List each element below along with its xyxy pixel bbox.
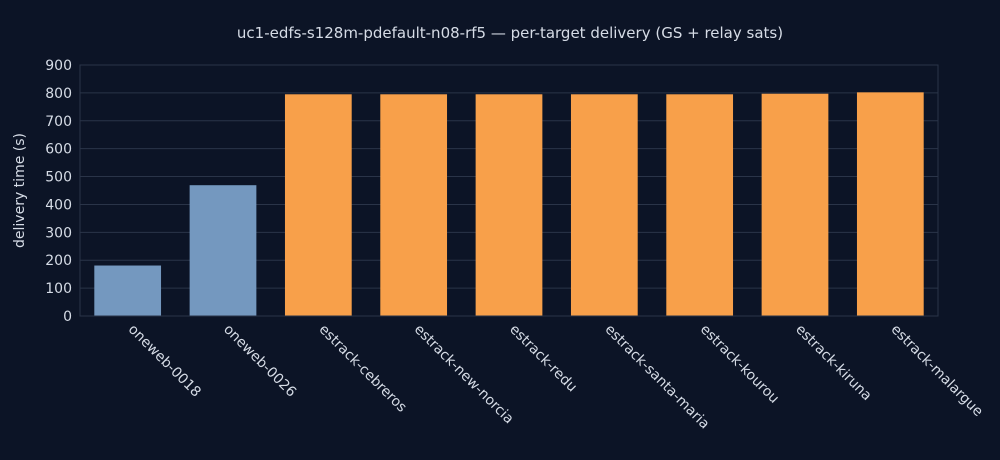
bar-estrack-cebreros xyxy=(284,94,352,317)
x-tick-label: estrack-santa-maria xyxy=(602,322,713,433)
x-tick-label: estrack-malargue xyxy=(888,322,986,420)
y-tick-labels: 0 100 200 300 400 500 600 700 800 900 xyxy=(45,58,72,325)
y-tick-label: 0 xyxy=(63,309,72,325)
x-tick-label: estrack-kiruna xyxy=(792,322,874,404)
x-tick-label: estrack-new-norcia xyxy=(411,322,517,428)
y-tick-label: 100 xyxy=(45,281,72,297)
bars xyxy=(94,92,924,317)
bar-estrack-redu xyxy=(475,94,543,317)
y-tick-label: 200 xyxy=(45,253,72,269)
x-tick-label: oneweb-0026 xyxy=(220,322,299,401)
x-tick-labels: oneweb-0018 oneweb-0026 estrack-cebreros es… xyxy=(125,322,986,433)
y-tick-label: 400 xyxy=(45,197,72,213)
bar-estrack-malargue xyxy=(856,92,924,316)
y-tick-label: 800 xyxy=(45,86,72,102)
chart-title: uc1-edfs-s128m-pdefault-n08-rf5 — per-ta… xyxy=(237,24,783,42)
plot-frame xyxy=(79,64,939,317)
bar-estrack-kourou xyxy=(666,94,734,317)
x-tick-label: estrack-cebreros xyxy=(316,322,410,416)
bar-oneweb-0026 xyxy=(189,185,257,316)
y-tick-label: 600 xyxy=(45,142,72,158)
y-axis-label: delivery time (s) xyxy=(12,133,28,248)
bar-estrack-new-norcia xyxy=(380,94,448,317)
bar-oneweb-0018 xyxy=(94,265,162,316)
y-tick-label: 300 xyxy=(45,225,72,241)
y-tick-label: 500 xyxy=(45,170,72,186)
y-tick-label: 900 xyxy=(45,58,72,74)
y-tick-label: 700 xyxy=(45,114,72,130)
bar-estrack-kiruna xyxy=(761,93,829,316)
x-tick-label: estrack-kourou xyxy=(697,322,782,407)
x-tick-label: oneweb-0018 xyxy=(125,322,204,401)
x-tick-label: estrack-redu xyxy=(506,322,580,396)
bar-estrack-santa-maria xyxy=(570,94,638,317)
